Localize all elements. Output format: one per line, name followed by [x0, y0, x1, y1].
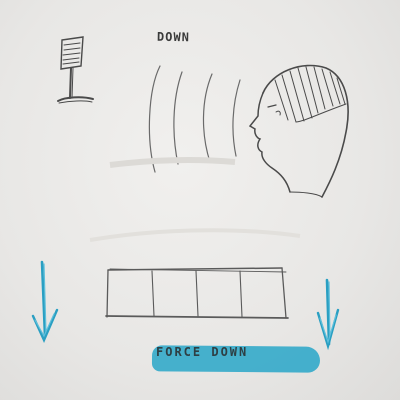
top-caption: DOWN	[156, 29, 191, 45]
segmented-box	[105, 267, 289, 319]
music-stand-icon	[57, 36, 94, 104]
head-profile	[248, 64, 349, 198]
sound-waves	[148, 65, 241, 173]
down-arrow-icon	[316, 278, 340, 351]
down-arrow-icon	[31, 260, 59, 343]
bottom-caption: FORCE DOWN	[156, 345, 249, 359]
